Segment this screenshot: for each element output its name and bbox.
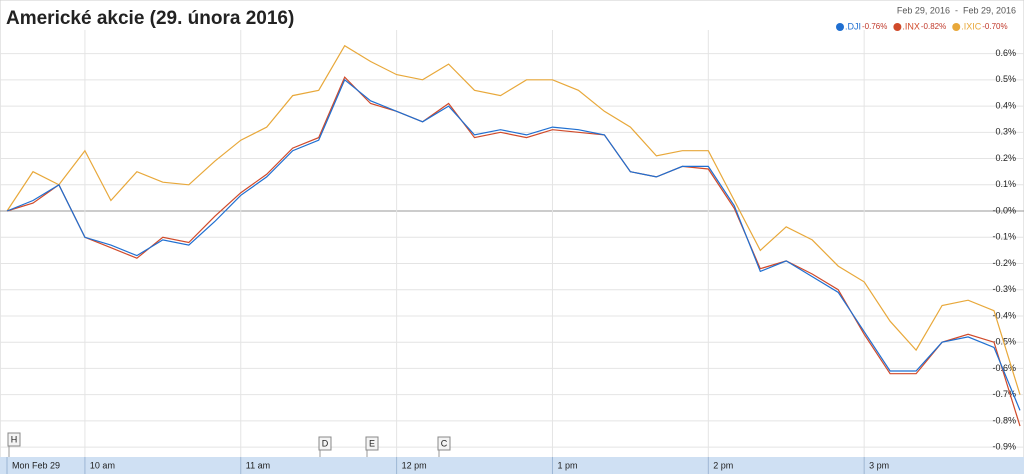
series-line	[6, 44, 1021, 395]
series-line	[6, 78, 1021, 411]
x-tick-label: 2 pm	[713, 460, 733, 470]
legend-dot	[952, 23, 961, 31]
x-tick-label: 1 pm	[557, 460, 577, 470]
y-tick-label: -0.5%	[992, 337, 1016, 347]
legend-name: .IXIC	[961, 21, 982, 31]
y-tick-label: -0.1%	[992, 232, 1016, 242]
y-tick-label: 0.5%	[995, 74, 1016, 84]
legend-name: .DJI	[845, 21, 861, 31]
chart-title: Americké akcie (29. února 2016)	[6, 8, 294, 29]
flag-box	[437, 436, 451, 451]
y-tick-label: 0.3%	[995, 127, 1016, 137]
flag-label: E	[369, 438, 375, 448]
y-tick-label: -0.2%	[992, 258, 1016, 268]
y-tick-label: -0.8%	[992, 415, 1016, 425]
flag-box	[365, 436, 379, 451]
x-tick-label: 3 pm	[869, 460, 889, 470]
legend: .DJI -0.76% .INX -0.82% .IXIC -0.70%	[836, 21, 1008, 31]
y-tick-label: -0.0%	[992, 205, 1016, 215]
flag-label: H	[11, 434, 18, 444]
y-tick-label: -0.6%	[992, 363, 1016, 373]
y-tick-label: -0.4%	[992, 310, 1016, 320]
legend-change: -0.76%	[862, 22, 887, 31]
flag-box	[7, 432, 21, 447]
y-tick-label: 0.4%	[995, 100, 1016, 110]
y-tick-label: 0.6%	[995, 48, 1016, 58]
legend-change: -0.70%	[982, 22, 1007, 31]
y-tick-label: -0.3%	[992, 284, 1016, 294]
time-axis-bar	[0, 457, 1024, 474]
flag-box	[318, 436, 332, 451]
date-range: Feb 29, 2016 - Feb 29, 2016	[897, 5, 1016, 15]
y-tick-label: -0.9%	[992, 442, 1016, 452]
legend-dot	[836, 23, 844, 31]
legend-dot	[893, 23, 902, 31]
flag-label: C	[441, 438, 448, 448]
legend-name: .INX	[902, 21, 920, 31]
y-tick-label: 0.1%	[995, 179, 1016, 189]
x-tick-label: Mon Feb 29	[12, 460, 60, 470]
y-tick-label: 0.2%	[995, 153, 1016, 163]
legend-change: -0.82%	[921, 22, 946, 31]
flag-label: D	[322, 438, 329, 448]
x-tick-label: 10 am	[90, 460, 115, 470]
y-tick-label: -0.7%	[992, 389, 1016, 399]
x-tick-label: 12 pm	[402, 460, 427, 470]
x-tick-label: 11 am	[246, 460, 270, 470]
